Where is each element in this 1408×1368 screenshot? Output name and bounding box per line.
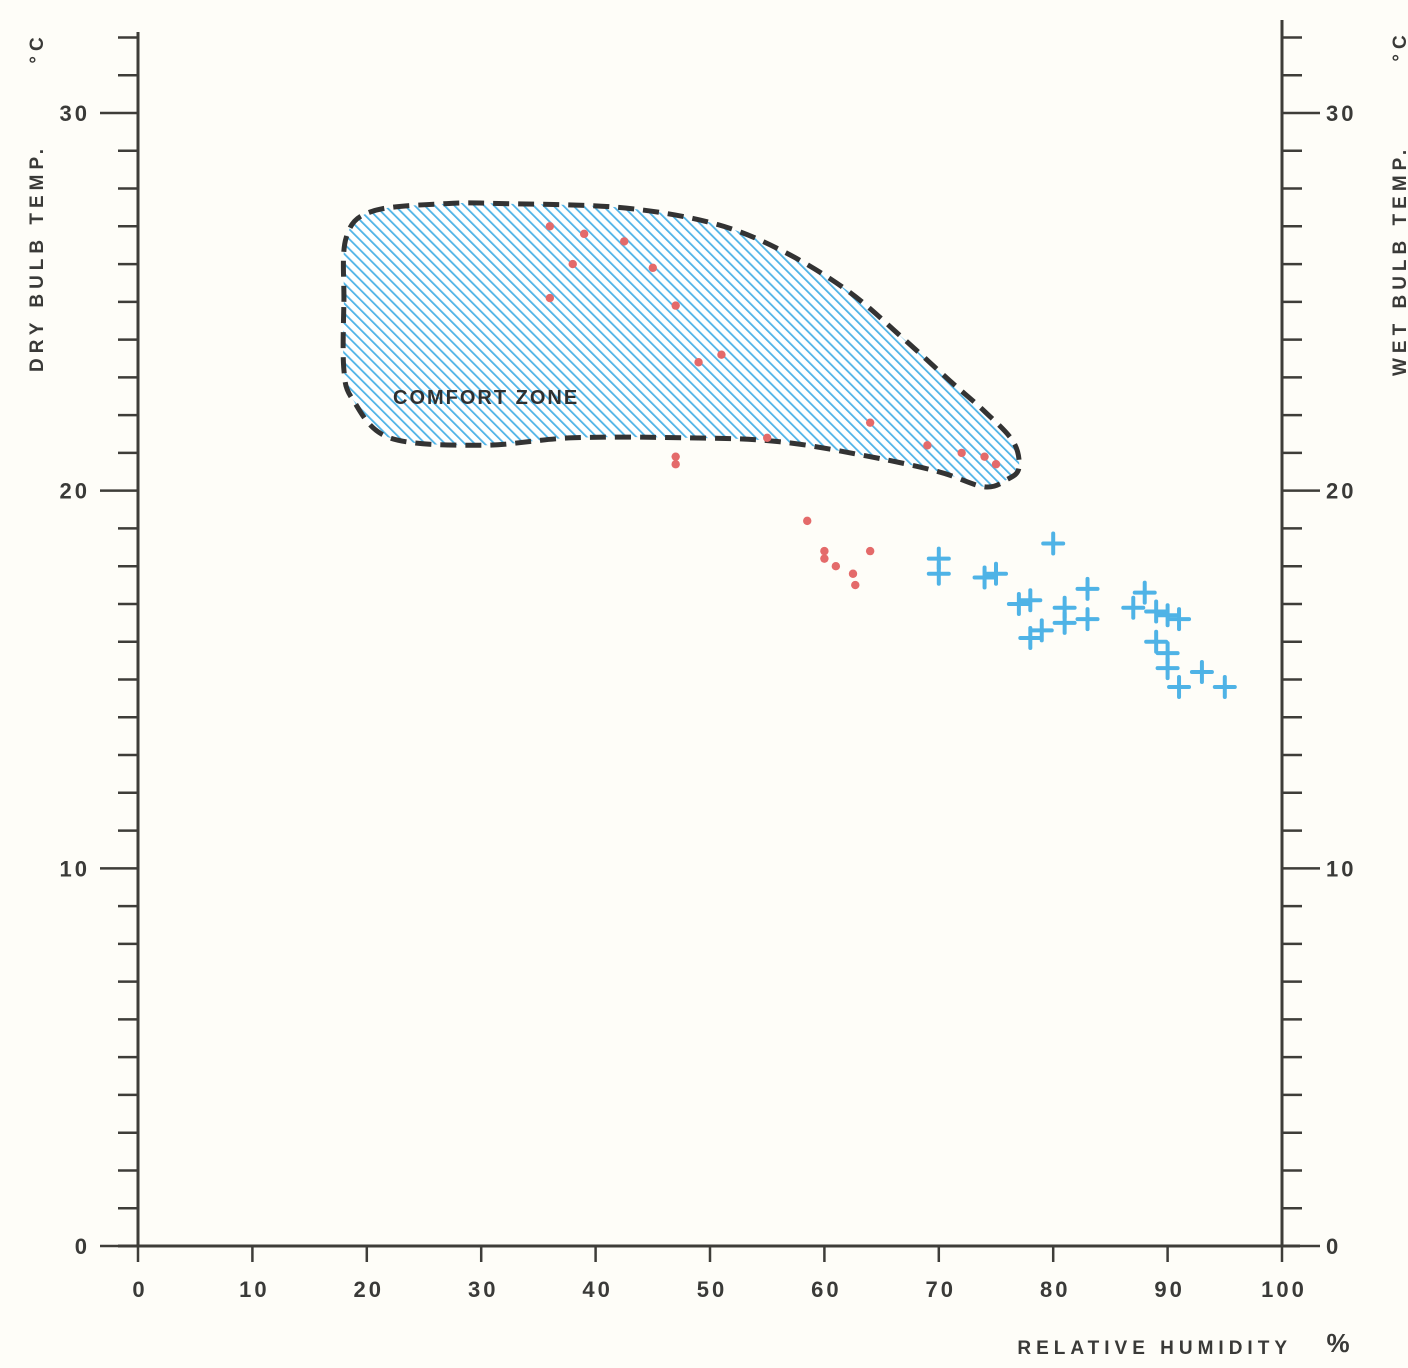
- dry-bulb-point: [545, 222, 555, 231]
- dry-bulb-point: [763, 433, 772, 442]
- data-points: [545, 222, 1237, 700]
- left-y-tick-label: 20: [60, 479, 90, 504]
- wet-bulb-point: [1075, 607, 1100, 632]
- x-tick-label: 70: [926, 1277, 956, 1302]
- dry-bulb-point: [980, 452, 989, 461]
- dry-bulb-point: [671, 301, 680, 310]
- dry-bulb-point: [820, 554, 829, 563]
- wet-bulb-point: [1189, 659, 1214, 684]
- dry-bulb-point: [865, 418, 875, 427]
- right-y-tick-label: 10: [1326, 856, 1356, 881]
- x-axis-unit: %: [1326, 1328, 1349, 1358]
- x-tick-label: 90: [1154, 1277, 1184, 1302]
- dry-bulb-point: [851, 580, 860, 590]
- x-tick-label: 20: [354, 1277, 384, 1302]
- right-y-axis-title: WET BULB TEMP.: [1390, 145, 1408, 376]
- right-y-axis-unit: °C: [1390, 30, 1408, 61]
- dry-bulb-point: [717, 350, 726, 359]
- x-tick-label: 40: [582, 1277, 612, 1302]
- right-y-tick-label: 20: [1326, 479, 1356, 504]
- left-y-tick-label: 30: [60, 101, 90, 126]
- x-tick-label: 0: [132, 1277, 147, 1302]
- dry-bulb-point: [568, 259, 577, 269]
- wet-bulb-point: [1075, 576, 1100, 601]
- x-axis-title: RELATIVE HUMIDITY: [1017, 1338, 1292, 1359]
- right-y-tick-label: 0: [1326, 1234, 1341, 1259]
- dry-bulb-point: [831, 562, 841, 571]
- dry-bulb-point: [620, 237, 629, 246]
- wet-bulb-point: [1041, 531, 1066, 556]
- dry-bulb-point: [865, 546, 875, 556]
- wet-bulb-point: [1121, 595, 1146, 620]
- wet-bulb-point: [1144, 599, 1169, 624]
- wet-bulb-point: [1212, 675, 1237, 700]
- wet-bulb-point: [1052, 610, 1077, 635]
- wet-bulb-point: [1167, 607, 1192, 632]
- dry-bulb-point: [694, 358, 703, 367]
- wet-bulb-point: [1006, 591, 1031, 616]
- x-tick-label: 30: [468, 1277, 498, 1302]
- wet-bulb-point: [1018, 588, 1043, 613]
- dry-bulb-point: [671, 460, 680, 469]
- dry-bulb-point: [648, 263, 657, 273]
- dry-bulb-point: [848, 569, 858, 578]
- wet-bulb-point: [1144, 629, 1169, 654]
- dry-bulb-point: [991, 460, 1001, 469]
- tick-labels: 0 10 20 30 40 50 60 70 80 90 100 0 10 20 30 0 10 20 30: [60, 101, 1356, 1302]
- dry-bulb-point: [957, 448, 966, 458]
- wet-bulb-point: [1167, 675, 1192, 700]
- x-tick-label: 10: [239, 1277, 269, 1302]
- dry-bulb-point: [923, 441, 932, 450]
- dry-bulb-point: [579, 229, 589, 239]
- wet-bulb-point: [984, 561, 1008, 586]
- right-y-tick-label: 30: [1326, 101, 1356, 126]
- left-y-tick-label: 0: [75, 1234, 90, 1259]
- axis-ticks: [100, 36, 1320, 1262]
- wet-bulb-point: [926, 561, 951, 586]
- wet-bulb-point: [1132, 580, 1157, 605]
- dry-bulb-point: [803, 516, 812, 526]
- dry-bulb-point: [820, 546, 829, 556]
- x-tick-label: 60: [811, 1277, 841, 1302]
- left-y-axis-unit: °C: [27, 32, 48, 63]
- comfort-zone-region: [340, 200, 1022, 490]
- left-y-axis-title: DRY BULB TEMP.: [27, 144, 48, 372]
- dry-bulb-point: [671, 452, 680, 461]
- x-tick-label: 80: [1040, 1277, 1070, 1302]
- left-y-tick-label: 10: [60, 856, 90, 881]
- comfort-zone-label: COMFORT ZONE: [393, 387, 579, 409]
- wet-bulb-point: [1155, 656, 1180, 681]
- x-tick-label: 50: [697, 1277, 727, 1302]
- x-tick-label: 100: [1261, 1277, 1307, 1302]
- wet-bulb-point: [1029, 618, 1054, 643]
- dry-bulb-point: [545, 293, 555, 303]
- wet-bulb-point: [1155, 603, 1180, 628]
- wet-bulb-point: [972, 565, 997, 590]
